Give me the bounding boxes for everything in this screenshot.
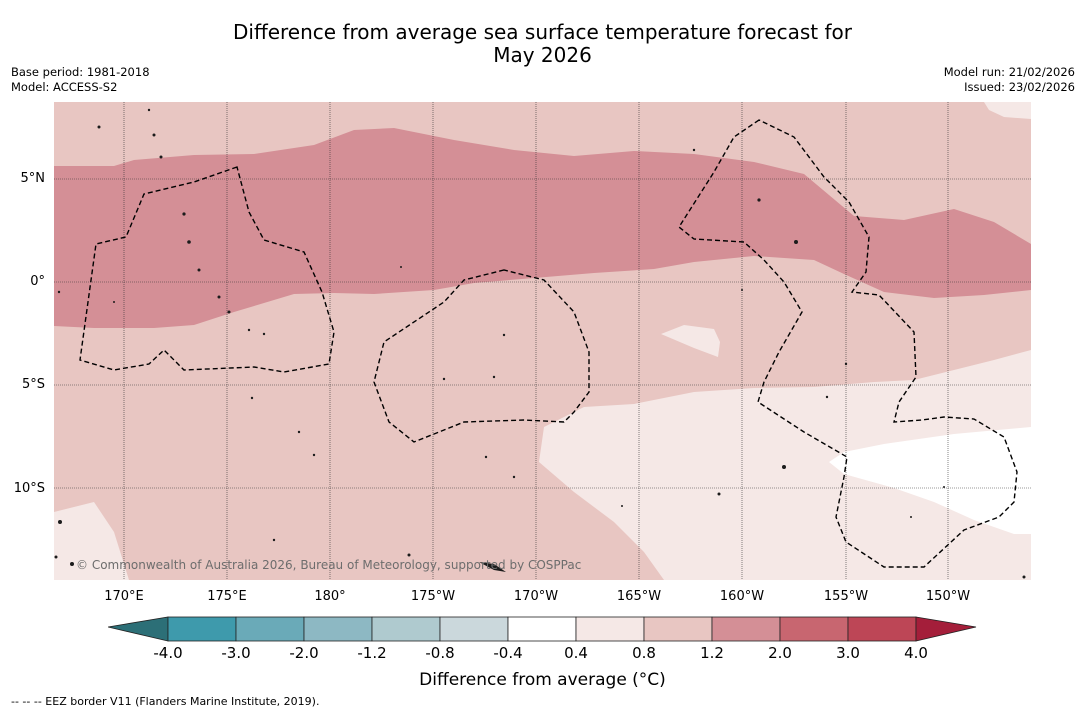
eez-tuvalu <box>373 269 590 443</box>
lon-label-175e: 175°E <box>207 589 247 604</box>
colorbar-bin <box>847 616 917 642</box>
colorbar-bin <box>779 616 849 642</box>
lon-label-175w: 175°W <box>410 589 456 604</box>
issued-date: Issued: 23/02/2026 <box>964 80 1075 94</box>
colorbar-tick-label: -4.0 <box>153 644 183 662</box>
colorbar-tick-label: -0.4 <box>493 644 523 662</box>
colorbar-tick-label: -3.0 <box>221 644 251 662</box>
map-svg <box>54 102 1031 580</box>
colorbar-bin <box>439 616 509 642</box>
band-0.4-0.8-northeast <box>984 102 1031 119</box>
colorbar-bin <box>643 616 713 642</box>
lon-label-170e: 170°E <box>104 589 144 604</box>
colorbar-tick-label: 4.0 <box>904 644 928 662</box>
colorbar-tick-label: 1.2 <box>700 644 724 662</box>
eez-kiribati-line <box>678 119 1018 568</box>
lat-label-10s: 10°S <box>13 481 45 496</box>
lat-label-5n: 5°N <box>20 171 46 186</box>
meta-right: Model run: 21/02/2026 Issued: 23/02/2026 <box>944 65 1075 95</box>
colorbar-tick-label: 3.0 <box>836 644 860 662</box>
colorbar-bins <box>167 616 917 642</box>
band-0.4-0.8-east <box>539 350 1031 580</box>
lon-label-150w: 150°W <box>925 589 971 604</box>
colorbar-bin <box>711 616 781 642</box>
title-line-2: May 2026 <box>493 43 592 67</box>
lon-label-170w: 170°W <box>513 589 559 604</box>
band-0.4-0.8-west <box>54 502 129 580</box>
band-1.2-2.0 <box>54 128 1031 328</box>
meta-left: Base period: 1981-2018 Model: ACCESS-S2 <box>11 65 150 95</box>
colorbar-tick-label: 0.8 <box>632 644 656 662</box>
anomaly-map[interactable] <box>54 102 1031 580</box>
colorbar-bin <box>235 616 305 642</box>
colorbar-bin <box>371 616 441 642</box>
colorbar-tick-label: 2.0 <box>768 644 792 662</box>
lat-label-0: 0° <box>30 274 45 289</box>
title-line-1: Difference from average sea surface temp… <box>232 20 852 44</box>
colorbar-tick-label: -1.2 <box>357 644 387 662</box>
eez-borders <box>79 119 1018 568</box>
chart-title: Difference from average sea surface temp… <box>0 21 1085 67</box>
colorbar-tick-label: 0.4 <box>564 644 588 662</box>
copyright-notice: © Commonwealth of Australia 2026, Bureau… <box>76 558 582 572</box>
colorbar <box>108 616 977 642</box>
lon-label-155w: 155°W <box>823 589 869 604</box>
samoa-islands <box>479 562 506 572</box>
lat-label-5s: 5°S <box>21 377 45 392</box>
colorbar-label: Difference from average (°C) <box>419 670 666 690</box>
colorbar-tick-label: -2.0 <box>289 644 319 662</box>
colorbar-bin <box>303 616 373 642</box>
colorbar-underflow-triangle <box>108 616 169 642</box>
colorbar-bin <box>167 616 237 642</box>
islands <box>54 108 1026 579</box>
graticule <box>54 102 1031 580</box>
model-run: Model run: 21/02/2026 <box>943 65 1075 79</box>
base-period: Base period: 1981-2018 <box>11 65 150 79</box>
band-neutral <box>829 427 1031 534</box>
colorbar-tick-label: -0.8 <box>425 644 455 662</box>
colorbar-bin <box>575 616 645 642</box>
lon-label-180: 180° <box>314 589 346 604</box>
colorbar-bin <box>507 616 577 642</box>
model-name: Model: ACCESS-S2 <box>11 80 118 94</box>
lon-label-165w: 165°W <box>616 589 662 604</box>
eez-kiribati-gilbert <box>79 166 335 373</box>
lon-label-160w: 160°W <box>719 589 765 604</box>
band-0.4-0.8-patch <box>661 325 720 357</box>
colorbar-overflow-triangle <box>915 616 977 642</box>
eez-legend: -- -- -- EEZ border V11 (Flanders Marine… <box>11 695 320 708</box>
